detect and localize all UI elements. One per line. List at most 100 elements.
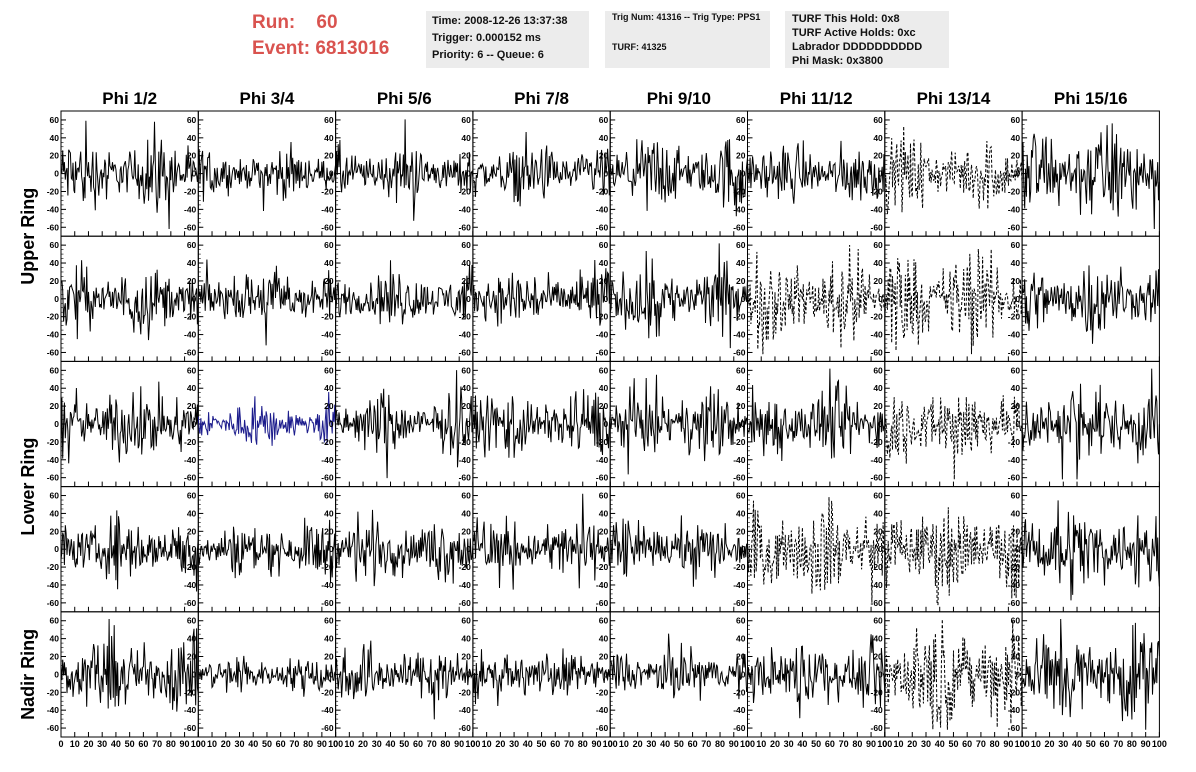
y-tick-label: -60 <box>1008 723 1021 733</box>
y-tick-label: -60 <box>596 723 609 733</box>
y-tick-label: 60 <box>1011 491 1021 501</box>
y-tick-label: 40 <box>736 133 746 143</box>
y-tick-label: 60 <box>187 365 197 375</box>
x-tick-label: 30 <box>921 739 931 749</box>
x-tick-label: 50 <box>125 739 135 749</box>
x-tick-label: 90 <box>866 739 876 749</box>
y-tick-label: -60 <box>459 222 472 232</box>
y-tick-label: -20 <box>1008 687 1021 697</box>
y-tick-label: 40 <box>736 258 746 268</box>
x-tick-label: 50 <box>674 739 684 749</box>
y-tick-label: -40 <box>184 705 197 715</box>
x-tick-label: 80 <box>166 739 176 749</box>
y-tick-label: 40 <box>736 634 746 644</box>
y-tick-label: -20 <box>47 437 60 447</box>
run-value: 60 <box>316 12 338 33</box>
y-tick-label: 40 <box>873 634 883 644</box>
x-tick-label: 30 <box>646 739 656 749</box>
y-tick-label: 20 <box>599 151 609 161</box>
waveform-trace <box>884 248 1023 355</box>
x-tick-label: 20 <box>633 739 643 749</box>
waveform-trace <box>197 517 337 583</box>
y-tick-label: 60 <box>1011 115 1021 125</box>
y-tick-label: -40 <box>1008 580 1021 590</box>
run-event-label: Run: 60 Event: 6813016 <box>252 10 389 62</box>
x-tick-label: 90 <box>729 739 739 749</box>
row-group-label: Upper Ring <box>18 188 38 285</box>
x-tick-label: 10 <box>619 739 629 749</box>
y-tick-label: 20 <box>461 526 471 536</box>
y-tick-label: -60 <box>459 473 472 483</box>
y-tick-label: 0 <box>1015 544 1020 554</box>
y-tick-label: -20 <box>184 186 197 196</box>
y-tick-label: 0 <box>466 419 471 429</box>
x-tick-label: 100 <box>1152 739 1167 749</box>
time-line: Time: 2008-12-26 13:37:38 <box>432 15 568 27</box>
y-tick-label: -20 <box>596 312 609 322</box>
y-tick-label: 20 <box>324 276 334 286</box>
waveform-trace <box>884 395 1023 480</box>
trig-info-box: Trig Num: 41316 -- Trig Type: PPS1 TURF:… <box>605 11 770 68</box>
panel-frame <box>472 110 611 237</box>
y-tick-label: 40 <box>187 383 197 393</box>
x-tick-label: 10 <box>344 739 354 749</box>
y-tick-label: 0 <box>741 169 746 179</box>
y-tick-label: 0 <box>192 294 197 304</box>
x-tick-label: 100 <box>465 739 480 749</box>
y-tick-label: 60 <box>50 491 60 501</box>
x-tick-label: 30 <box>509 739 519 749</box>
y-tick-label: -20 <box>596 186 609 196</box>
y-tick-label: -20 <box>47 312 60 322</box>
x-tick-label: 60 <box>688 739 698 749</box>
y-tick-label: -60 <box>733 347 746 357</box>
event-value: 6813016 <box>315 38 390 59</box>
y-tick-label: -60 <box>871 723 884 733</box>
waveform-trace <box>60 618 199 712</box>
y-tick-label: 60 <box>461 616 471 626</box>
y-tick-label: -60 <box>871 598 884 608</box>
x-tick-label: 30 <box>784 739 794 749</box>
run-label: Run: <box>252 12 296 33</box>
y-tick-label: -40 <box>459 204 472 214</box>
x-tick-label: 0 <box>470 739 475 749</box>
y-tick-label: 20 <box>736 401 746 411</box>
y-tick-label: 0 <box>329 669 334 679</box>
y-tick-label: -40 <box>871 580 884 590</box>
waveform-trace <box>1021 500 1160 601</box>
column-header: Phi 5/6 <box>377 89 432 108</box>
y-tick-label: 20 <box>50 151 60 161</box>
y-tick-label: 60 <box>187 240 197 250</box>
x-tick-label: 10 <box>894 739 904 749</box>
y-tick-label: 60 <box>599 491 609 501</box>
column-header: Phi 7/8 <box>514 89 569 108</box>
y-tick-label: -20 <box>1008 186 1021 196</box>
y-tick-label: 40 <box>461 634 471 644</box>
x-tick-label: 40 <box>1072 739 1082 749</box>
waveform-trace <box>472 493 611 590</box>
waveform-trace <box>1021 618 1160 730</box>
y-tick-label: 40 <box>1011 383 1021 393</box>
y-tick-label: -40 <box>321 330 334 340</box>
y-tick-label: -20 <box>1008 562 1021 572</box>
y-tick-label: 20 <box>1011 276 1021 286</box>
event-label: Event: <box>252 38 311 59</box>
run-row: Run: 60 <box>252 10 389 36</box>
y-tick-label: 20 <box>599 526 609 536</box>
y-tick-label: 60 <box>736 115 746 125</box>
phi-mask-line: Phi Mask: 0x3800 <box>792 55 884 67</box>
x-tick-label: 80 <box>852 739 862 749</box>
waveform-trace <box>335 509 474 587</box>
y-tick-label: -40 <box>871 455 884 465</box>
x-tick-label: 50 <box>399 739 409 749</box>
y-tick-label: 40 <box>1011 133 1021 143</box>
y-tick-label: 20 <box>461 151 471 161</box>
y-tick-label: -40 <box>871 705 884 715</box>
y-tick-label: -40 <box>184 455 197 465</box>
x-tick-label: 50 <box>262 739 272 749</box>
y-tick-label: -60 <box>321 347 334 357</box>
y-tick-label: 60 <box>324 616 334 626</box>
y-tick-label: 60 <box>599 365 609 375</box>
y-tick-label: 0 <box>603 294 608 304</box>
y-tick-label: 40 <box>324 383 334 393</box>
y-tick-label: 40 <box>1011 634 1021 644</box>
